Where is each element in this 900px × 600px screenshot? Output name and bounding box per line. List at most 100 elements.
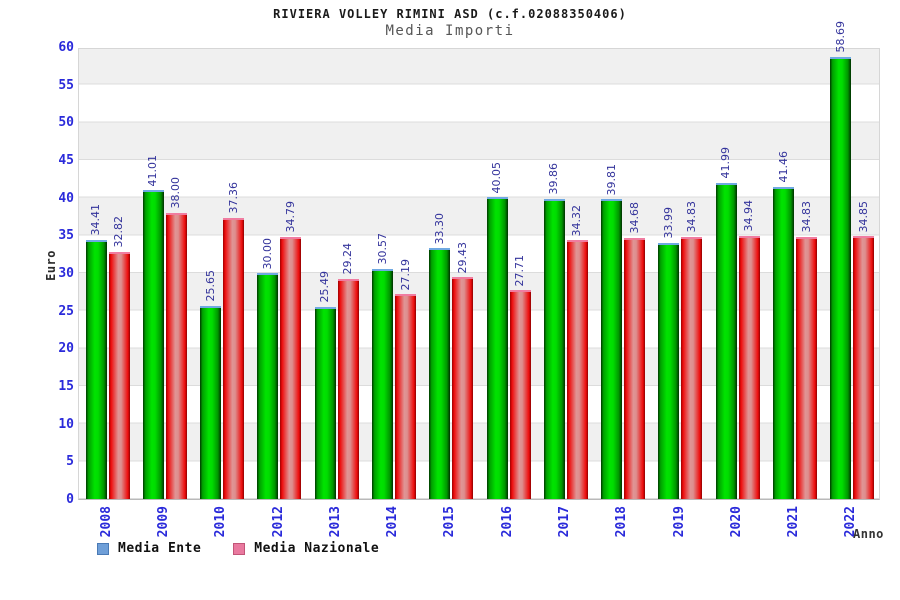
- bar-value-label: 34.41: [89, 204, 103, 236]
- x-tick-2008: 2008: [98, 506, 114, 538]
- bar-media-ente-2015: 33.30: [429, 213, 451, 499]
- bar-media-nazionale-2008: 32.82: [108, 216, 130, 499]
- bar-value-label: 27.71: [513, 254, 527, 287]
- bar-value-label: 41.01: [146, 154, 160, 187]
- bar-group-2021: 41.46 34.83: [766, 49, 823, 499]
- bar-media-ente-2021: 41.46: [773, 151, 795, 499]
- bar-cap: [280, 236, 302, 239]
- bar-value-label: 41.46: [776, 151, 790, 183]
- bar-value-label: 40.05: [490, 161, 504, 194]
- bar-media-nazionale-2009: 38.00: [165, 177, 187, 499]
- y-tick-15: 15: [58, 379, 74, 394]
- x-tick-2009: 2009: [155, 506, 171, 538]
- bar-cap: [200, 305, 222, 308]
- bar-value-label: 29.43: [455, 241, 469, 274]
- bar-value-label: 39.81: [604, 163, 618, 196]
- bar-media-ente-2020: 41.99: [715, 147, 737, 499]
- bar-value-label: 27.19: [398, 258, 412, 291]
- x-tick-2015: 2015: [442, 506, 458, 538]
- bar-group-2008: 34.41 32.82: [79, 49, 136, 499]
- bar-cap: [830, 56, 852, 59]
- y-tick-60: 60: [58, 40, 74, 55]
- bar-media-ente-2009: 41.01: [142, 155, 164, 499]
- bar-media-ente-2008: 34.41: [85, 204, 107, 499]
- bar-value-label: 33.99: [661, 207, 675, 239]
- bar-group-2016: 40.05 27.71: [480, 49, 537, 499]
- bar-media-nazionale-2010: 37.36: [223, 182, 245, 499]
- bar-group-2020: 41.99 34.94: [709, 49, 766, 499]
- bar-cap: [566, 240, 588, 243]
- bar-media-ente-2016: 40.05: [486, 162, 508, 499]
- bar-cap: [395, 294, 417, 297]
- y-axis: 0 5 10 15 20 25 30 35 40 45 50 55 60: [0, 40, 74, 507]
- bar-value-label: 34.32: [570, 204, 584, 237]
- bar-media-ente-2013: 25.49: [314, 271, 336, 499]
- bar-group-2018: 39.81 34.68: [595, 49, 652, 499]
- bar-value-label: 58.69: [833, 21, 847, 53]
- bar-value-label: 32.82: [112, 216, 126, 248]
- bar-media-nazionale-2019: 34.83: [681, 201, 703, 499]
- bar-media-ente-2010: 25.65: [200, 270, 222, 499]
- bar-group-2009: 41.01 38.00: [136, 49, 193, 499]
- legend-item-media-nazionale: Media Nazionale: [233, 541, 379, 556]
- x-tick-2014: 2014: [385, 506, 401, 538]
- legend-item-media-ente: Media Ente: [97, 541, 201, 556]
- bar-value-label: 25.65: [203, 270, 217, 302]
- y-tick-50: 50: [58, 115, 74, 131]
- bar-cap: [543, 198, 565, 201]
- y-tick-0: 0: [66, 492, 74, 507]
- bar-value-label: 33.30: [432, 212, 446, 245]
- bar-group-2014: 30.57 27.19: [365, 49, 422, 499]
- y-tick-35: 35: [58, 228, 74, 244]
- y-tick-45: 45: [58, 153, 74, 168]
- bar-media-ente-2019: 33.99: [658, 207, 680, 499]
- bar-value-label: 34.94: [742, 200, 756, 232]
- bar-media-nazionale-2020: 34.94: [738, 200, 760, 499]
- bar-value-label: 34.68: [627, 202, 641, 234]
- bar-group-2010: 25.65 37.36: [194, 49, 251, 499]
- bar-cap: [509, 290, 531, 293]
- y-tick-30: 30: [58, 266, 74, 281]
- bar-media-ente-2022: 58.69: [830, 21, 852, 499]
- legend: Media Ente Media Nazionale: [97, 541, 401, 556]
- bar-cap: [796, 236, 818, 239]
- bar-group-2015: 33.30 29.43: [423, 49, 480, 499]
- bar-cap: [429, 248, 451, 251]
- legend-label-media-ente: Media Ente: [118, 541, 202, 556]
- bar-media-ente-2018: 39.81: [601, 164, 623, 499]
- bar-media-nazionale-2017: 34.32: [566, 205, 588, 499]
- bar-value-label: 34.79: [283, 201, 297, 233]
- bar-group-2013: 25.49 29.24: [308, 49, 365, 499]
- bar-cap: [624, 237, 646, 240]
- bar-cap: [223, 217, 245, 220]
- bar-value-label: 34.83: [799, 201, 813, 233]
- bar-value-label: 25.49: [318, 271, 332, 303]
- x-tick-2012: 2012: [270, 506, 286, 538]
- bar-value-label: 30.00: [260, 237, 274, 270]
- bar-cap: [601, 199, 623, 202]
- bar-cap: [486, 197, 508, 200]
- x-tick-2020: 2020: [728, 506, 744, 538]
- bar-cap: [108, 251, 130, 254]
- media-nazionale-swatch-icon: [233, 542, 246, 555]
- bar-group-2022: 58.69 34.85: [824, 21, 881, 499]
- y-tick-10: 10: [58, 416, 74, 432]
- bar-media-nazionale-2022: 34.85: [853, 201, 875, 499]
- x-tick-2019: 2019: [671, 506, 687, 538]
- x-axis-label: Anno: [853, 527, 884, 541]
- bar-group-2017: 39.86 34.32: [537, 49, 594, 499]
- x-tick-2013: 2013: [327, 506, 343, 538]
- bar-media-nazionale-2018: 34.68: [624, 202, 646, 499]
- bar-cap: [165, 212, 187, 215]
- x-tick-2016: 2016: [499, 506, 515, 538]
- bar-cap: [681, 236, 703, 239]
- y-tick-5: 5: [66, 454, 74, 470]
- bar-cap: [715, 182, 737, 185]
- y-tick-55: 55: [58, 77, 74, 93]
- bar-media-ente-2017: 39.86: [543, 163, 565, 499]
- bar-media-ente-2014: 30.57: [372, 233, 394, 499]
- chart-title: RIVIERA VOLLEY RIMINI ASD (c.f.020883504…: [273, 7, 627, 21]
- media-ente-swatch-icon: [97, 542, 109, 555]
- y-tick-20: 20: [58, 341, 74, 357]
